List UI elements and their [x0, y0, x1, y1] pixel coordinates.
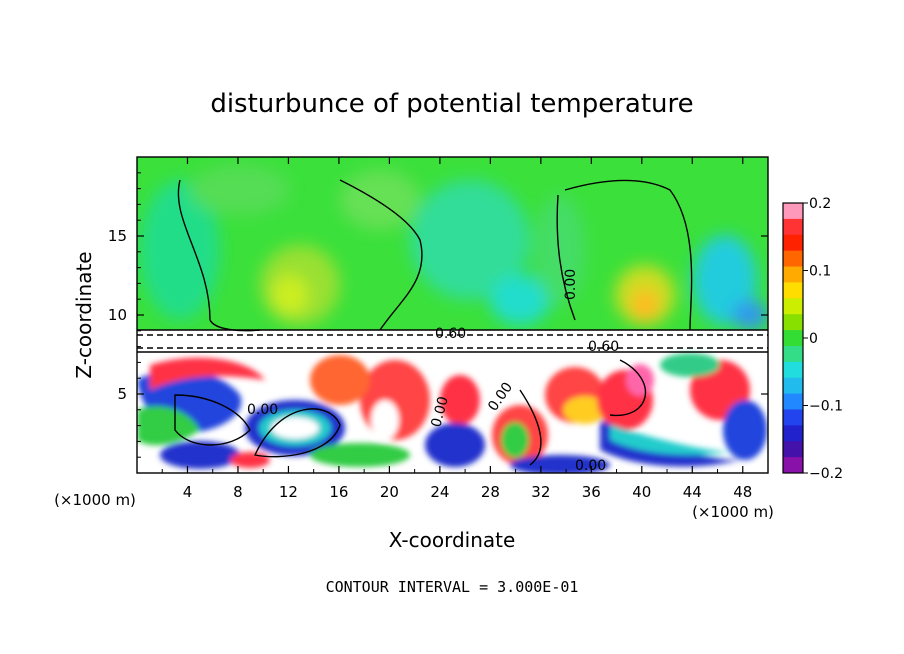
colorbar-swatch — [783, 282, 803, 299]
contour-lines — [137, 179, 768, 466]
x-tick-label: 32 — [531, 483, 550, 501]
contour-label: 0.00 — [428, 395, 452, 429]
x-tick-label: 44 — [683, 483, 702, 501]
x-tick-label: 48 — [733, 483, 752, 501]
x-tick-label: 12 — [279, 483, 298, 501]
y-tick-label: 10 — [108, 306, 127, 324]
colorbar-tick-label: 0.1 — [809, 264, 831, 280]
colorbar-swatch — [783, 298, 803, 315]
contour-label: 0.00 — [247, 402, 278, 418]
colorbar-swatch — [783, 393, 803, 410]
x-axis: 4 8 12 16 20 24 28 32 36 40 44 48 — [161, 157, 752, 501]
colorbar-swatch — [783, 425, 803, 442]
colorbar-swatch — [783, 203, 803, 220]
y-tick-label: 5 — [117, 385, 127, 403]
x-tick-label: 36 — [582, 483, 601, 501]
contour-label: 0.60 — [435, 326, 466, 342]
colorbar-swatch — [783, 314, 803, 331]
plot-field — [137, 157, 768, 473]
contour-label: 0.00 — [575, 458, 606, 474]
colorbar-swatch — [783, 345, 803, 363]
x-axis-label: X-coordinate — [389, 528, 516, 552]
colorbar-swatch — [783, 234, 803, 252]
x-tick-label: 4 — [183, 483, 193, 501]
x-unit-right: (×1000 m) — [692, 503, 774, 521]
colorbar-tick-label: −0.2 — [809, 466, 843, 482]
chart-title: disturbunce of potential temperature — [210, 89, 693, 119]
y-axis: 5 10 15 — [108, 172, 768, 458]
colorbar-swatch — [783, 250, 803, 268]
x-tick-label: 16 — [329, 483, 348, 501]
colorbar-tick-label: 0.2 — [809, 196, 831, 212]
x-tick-label: 20 — [380, 483, 399, 501]
x-tick-label: 24 — [430, 483, 449, 501]
colorbar-tick-label: 0 — [809, 331, 818, 347]
colorbar-swatch — [783, 361, 803, 379]
colorbar: 0.2 0.1 0 −0.1 −0.2 — [782, 196, 843, 482]
colorbar-swatch — [783, 218, 803, 236]
contour-label: 0.60 — [588, 339, 619, 355]
x-tick-label: 28 — [481, 483, 500, 501]
colorbar-swatch — [783, 377, 803, 395]
colorbar-swatch — [783, 457, 803, 474]
colorbar-swatch — [783, 330, 803, 347]
x-unit-left: (×1000 m) — [54, 491, 136, 509]
contour-label: 0.00 — [563, 269, 579, 300]
lower-field-shading — [137, 353, 767, 473]
y-axis-label: Z-coordinate — [72, 251, 96, 378]
y-tick-label: 15 — [108, 227, 127, 245]
upper-field-shading — [140, 165, 768, 330]
x-tick-label: 40 — [632, 483, 651, 501]
colorbar-swatch — [783, 266, 803, 283]
colorbar-swatch — [783, 409, 803, 426]
x-tick-label: 8 — [233, 483, 243, 501]
contour-interval-note: CONTOUR INTERVAL = 3.000E-01 — [326, 578, 579, 596]
colorbar-swatch — [783, 441, 803, 458]
colorbar-tick-label: −0.1 — [809, 399, 843, 415]
